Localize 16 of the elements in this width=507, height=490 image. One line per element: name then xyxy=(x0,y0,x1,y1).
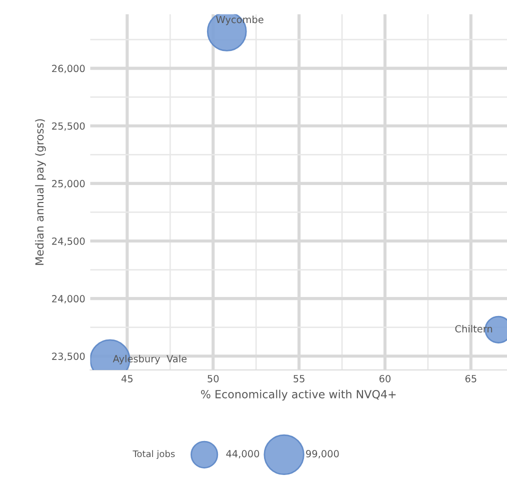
x-tick-label: 60 xyxy=(379,374,391,382)
legend-title: Total jobs xyxy=(132,450,175,459)
x-tick-label: 55 xyxy=(294,375,304,382)
legend-label: 99,000 xyxy=(306,450,339,458)
x-tick-label: 45 xyxy=(121,375,133,382)
x-tick-label: 65 xyxy=(465,374,476,382)
y-tick-label: 24,500 xyxy=(52,237,85,246)
y-axis-title: Median annual pay (gross) xyxy=(35,119,46,265)
y-tick-label: 26,000 xyxy=(52,64,85,74)
y-tick-label: 23,500 xyxy=(52,352,85,361)
x-tick-label: 50 xyxy=(208,374,219,382)
y-tick-label: 25,000 xyxy=(52,180,85,188)
x-axis-title: % Economically active with NVQ4+ xyxy=(201,390,396,401)
y-tick-label: 25,500 xyxy=(52,122,85,131)
y-tick-label: 24,000 xyxy=(52,295,85,304)
legend-label: 44,000 xyxy=(226,450,260,458)
